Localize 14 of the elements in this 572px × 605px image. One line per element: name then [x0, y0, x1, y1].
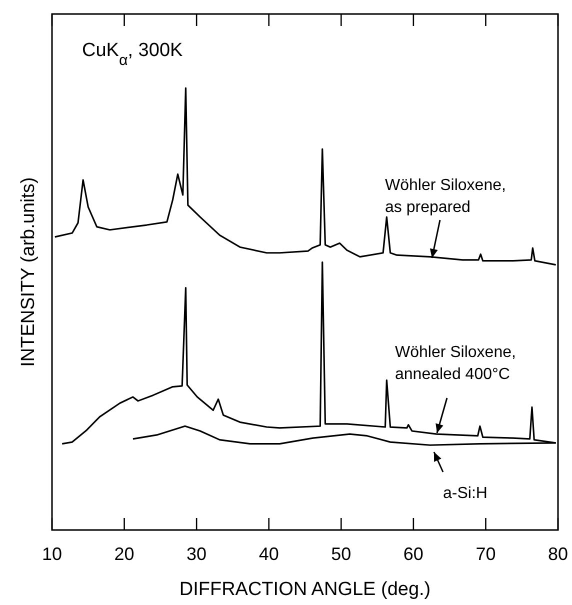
y-axis-title: INTENSITY (arb.units): [18, 177, 39, 367]
series-label: Wöhler Siloxene, annealed 400°C: [395, 344, 516, 383]
x-tick-label: 10: [42, 544, 62, 564]
series-label: Wöhler Siloxene, as prepared: [385, 177, 506, 216]
x-axis-title: DIFFRACTION ANGLE (deg.): [179, 579, 431, 600]
x-tick-label: 20: [114, 544, 134, 564]
x-tick-label: 30: [186, 544, 207, 564]
text: CuK$_{α}$, 300K: [82, 40, 184, 68]
x-tick-label: 60: [403, 544, 424, 564]
x-tick-label: 80: [548, 544, 568, 564]
x-tick-label: 40: [258, 544, 279, 564]
x-tick-label: 70: [476, 544, 496, 564]
legend-label: a-Si:H: [443, 485, 488, 502]
x-tick-label: 50: [331, 544, 352, 564]
